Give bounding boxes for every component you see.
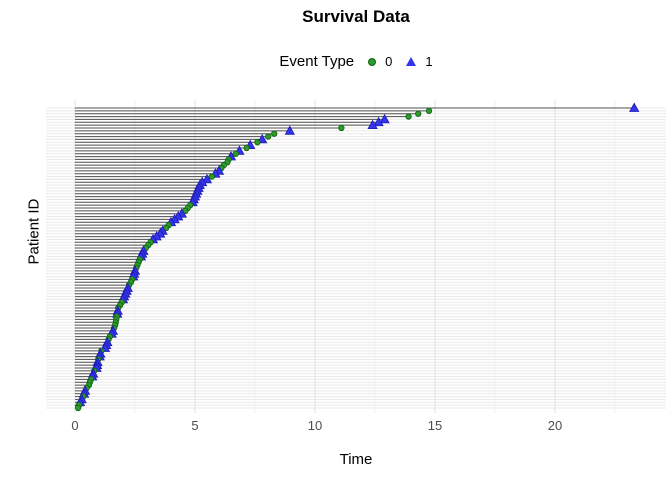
event-marker-circle [208, 173, 215, 180]
event-marker-triangle [379, 113, 390, 124]
event-marker-triangle [367, 119, 378, 129]
legend-item-label: 1 [425, 54, 433, 69]
legend-title: Event Type [279, 53, 355, 70]
event-marker-circle [254, 139, 261, 146]
event-marker-circle [405, 113, 412, 120]
event-marker-circle [265, 133, 272, 140]
event-marker-triangle [284, 125, 295, 135]
event-marker-circle [338, 124, 345, 132]
legend-item-event1: 1 [406, 54, 433, 69]
x-tick-label: 15 [428, 418, 442, 433]
event-marker-triangle [629, 102, 640, 112]
chart-title: Survival Data [302, 7, 410, 26]
x-tick-label: 20 [548, 418, 562, 433]
circle-icon [368, 57, 377, 66]
event-marker-circle [74, 404, 82, 412]
x-tick-label: 10 [308, 418, 322, 433]
x-tick-label: 0 [71, 418, 78, 433]
legend-item-event0: 0 [368, 54, 392, 69]
event-marker-circle [271, 130, 278, 137]
event-marker-circle [243, 144, 250, 152]
triangle-icon [406, 57, 417, 66]
legend: Event Type 0 1 [46, 53, 666, 70]
event-marker-circle [232, 150, 239, 157]
legend-item-label: 0 [385, 54, 393, 69]
event-marker-triangle [201, 173, 213, 184]
event-marker-triangle [373, 116, 384, 127]
x-axis-title: Time [339, 451, 373, 468]
x-tick-label: 5 [191, 418, 198, 433]
event-marker-circle [415, 110, 422, 117]
event-marker-circle [425, 107, 433, 115]
